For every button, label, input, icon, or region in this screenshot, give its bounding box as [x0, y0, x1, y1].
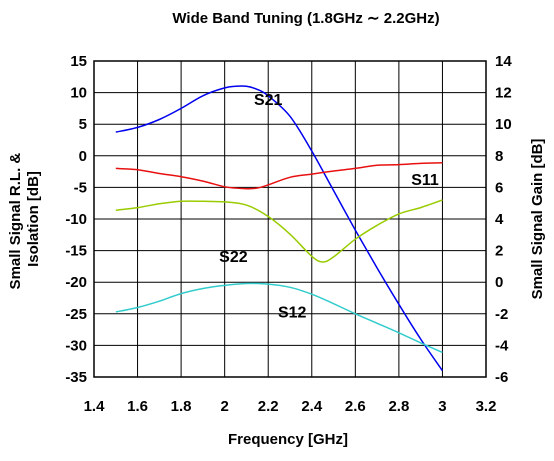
y-right-tick-label: 2 [495, 243, 503, 260]
x-tick-label: 1.6 [127, 398, 148, 415]
y-left-tick-label: 0 [79, 148, 87, 165]
x-tick-label: 3 [438, 398, 446, 415]
x-tick-label: 2.4 [301, 398, 323, 415]
y-left-tick-label: 15 [70, 53, 87, 70]
y-right-tick-labels: 14 12 10 8 6 4 2 0 -2 -4 -6 [495, 53, 512, 386]
series-line-s22 [115, 199, 443, 263]
x-tick-label: 2.8 [388, 398, 409, 415]
y-right-tick-label: 4 [495, 211, 504, 228]
y-left-tick-label: -25 [65, 306, 87, 323]
y-left-axis-label-line1: Small Signal R.L. & [7, 153, 24, 290]
x-axis-label: Frequency [GHz] [228, 431, 348, 448]
y-left-tick-label: -35 [65, 369, 87, 386]
x-tick-label: 2.6 [345, 398, 366, 415]
y-left-tick-label: -5 [74, 179, 87, 196]
series-label-s21: S21 [254, 92, 283, 109]
y-right-tick-label: 8 [495, 148, 503, 165]
y-right-tick-label: -2 [495, 306, 508, 323]
y-right-tick-label: -6 [495, 369, 508, 386]
x-tick-label: 2 [220, 398, 228, 415]
series-label-s11: S11 [411, 172, 439, 189]
y-right-tick-label: 12 [495, 85, 512, 102]
x-tick-label: 1.8 [171, 398, 192, 415]
series-labels: S21 S11 S22 S12 [219, 92, 439, 321]
y-right-tick-label: 10 [495, 116, 512, 133]
series-line-s21 [115, 85, 444, 372]
y-left-tick-label: 5 [79, 116, 87, 133]
series-lines [115, 85, 444, 372]
y-left-axis-label: Small Signal R.L. & Isolation [dB] [7, 149, 42, 290]
series-line-s11 [115, 162, 443, 190]
y-left-tick-label: -10 [65, 211, 87, 228]
grid [94, 61, 486, 377]
plot-frame [93, 60, 487, 378]
y-left-axis-label-line2: Isolation [dB] [25, 171, 42, 267]
y-right-tick-label: 14 [495, 53, 512, 70]
series-line-s12 [115, 282, 443, 354]
y-left-tick-label: -30 [65, 337, 87, 354]
y-right-tick-label: -4 [495, 337, 509, 354]
y-left-tick-label: 10 [70, 85, 87, 102]
y-right-tick-label: 6 [495, 179, 503, 196]
x-tick-labels: 1.4 1.6 1.8 2 2.2 2.4 2.6 2.8 3 3.2 [84, 398, 497, 415]
y-right-tick-label: 0 [495, 274, 503, 291]
x-tick-label: 1.4 [84, 398, 106, 415]
series-label-s12: S12 [278, 305, 307, 322]
series-label-s22: S22 [219, 249, 248, 266]
y-left-tick-labels: 15 10 5 0 -5 -10 -15 -20 -25 -30 -35 [65, 53, 87, 386]
y-left-tick-label: -15 [65, 243, 87, 260]
chart-title: Wide Band Tuning (1.8GHz ∼ 2.2GHz) [172, 10, 439, 27]
y-left-tick-label: -20 [65, 274, 87, 291]
x-tick-label: 2.2 [258, 398, 279, 415]
y-right-axis-label: Small Signal Gain [dB] [529, 139, 546, 300]
x-tick-label: 3.2 [476, 398, 497, 415]
